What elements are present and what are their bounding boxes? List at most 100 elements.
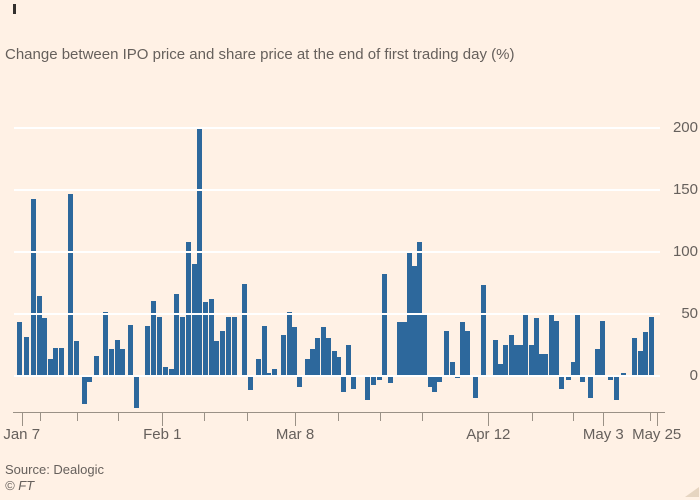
- ft-credit: © FT: [5, 478, 35, 493]
- bar: [186, 241, 191, 376]
- x-tick: [338, 412, 340, 421]
- bar: [346, 344, 351, 376]
- x-tick-label: Jan 7: [3, 426, 41, 443]
- bar: [37, 296, 42, 376]
- bar: [643, 332, 648, 376]
- bar: [638, 350, 643, 376]
- bar: [566, 375, 571, 381]
- bar: [534, 318, 539, 376]
- x-tick-label: May 3: [582, 426, 624, 443]
- bar: [145, 325, 150, 376]
- gridline: [14, 250, 660, 253]
- bar: [321, 327, 326, 376]
- bar: [157, 317, 162, 376]
- bar: [529, 344, 534, 376]
- bar: [543, 354, 548, 376]
- x-tick: [204, 412, 205, 421]
- bar: [428, 375, 433, 387]
- y-tick-label: 150: [672, 180, 698, 198]
- gridline: [14, 374, 660, 377]
- bar: [42, 318, 47, 376]
- bar: [377, 375, 382, 381]
- bar: [326, 338, 331, 376]
- x-tick: [76, 412, 78, 421]
- x-tick-label: May 25: [632, 426, 682, 443]
- source-label: Source: Dealogic: [5, 462, 104, 477]
- bar: [450, 361, 455, 376]
- bar: [109, 349, 114, 376]
- x-tick: [421, 412, 423, 421]
- bar: [575, 313, 580, 376]
- bar: [523, 313, 528, 376]
- bar: [621, 373, 626, 376]
- bar: [180, 317, 185, 376]
- bar: [103, 312, 108, 376]
- bar: [82, 375, 87, 405]
- bar: [481, 284, 486, 376]
- bar: [232, 317, 237, 376]
- bar: [514, 344, 519, 376]
- bar: [115, 339, 120, 376]
- x-tick: [603, 412, 605, 426]
- bar: [465, 330, 470, 376]
- bar: [444, 330, 449, 376]
- x-tick: [246, 412, 248, 421]
- bar: [151, 301, 156, 376]
- bar: [493, 339, 498, 376]
- top-left-mark: [13, 4, 16, 14]
- bar: [336, 356, 341, 376]
- bar: [24, 337, 29, 376]
- x-tick: [573, 412, 575, 421]
- bar: [94, 355, 99, 376]
- bar: [371, 375, 376, 386]
- gridline: [14, 312, 660, 315]
- plot-area: Jan 7 Feb 1 Mar 8 Apr 12 May 3 May 25: [3, 0, 681, 500]
- x-tick: [162, 412, 164, 426]
- bar: [48, 359, 53, 376]
- bar: [397, 322, 402, 376]
- bar: [174, 293, 179, 376]
- bar: [68, 194, 73, 376]
- bar: [214, 340, 219, 376]
- bar: [87, 375, 92, 382]
- bar: [559, 375, 564, 390]
- x-tick: [295, 412, 296, 426]
- gridline: [14, 188, 660, 191]
- y-tick-label: 50: [681, 304, 698, 322]
- bar: [539, 354, 544, 376]
- bar: [632, 338, 637, 376]
- x-tick: [531, 412, 533, 421]
- bar: [310, 349, 315, 376]
- bar: [297, 375, 302, 387]
- bar: [509, 334, 514, 376]
- chart-subtitle: Change between IPO price and share price…: [5, 46, 515, 63]
- bar: [498, 364, 503, 376]
- bar: [503, 344, 508, 376]
- bar: [128, 324, 133, 376]
- bar: [351, 375, 356, 390]
- bar: [305, 359, 310, 376]
- bar: [554, 320, 559, 376]
- x-tick: [21, 412, 23, 426]
- bar: [120, 349, 125, 376]
- bar: [163, 366, 168, 376]
- bar: [422, 313, 427, 376]
- bar: [588, 375, 593, 398]
- bar: [262, 325, 267, 376]
- bar: [203, 302, 208, 376]
- y-tick-label: 200: [672, 118, 698, 136]
- bar: [292, 327, 297, 376]
- x-tick: [40, 412, 41, 421]
- bar: [549, 313, 554, 376]
- bar: [649, 317, 654, 376]
- bar: [192, 263, 197, 376]
- bar: [417, 241, 422, 376]
- bar: [580, 375, 585, 382]
- x-tick: [488, 412, 490, 426]
- bar: [595, 349, 600, 376]
- bar: [608, 375, 613, 381]
- bar: [266, 373, 271, 376]
- bar: [315, 338, 320, 376]
- bar: [134, 375, 139, 408]
